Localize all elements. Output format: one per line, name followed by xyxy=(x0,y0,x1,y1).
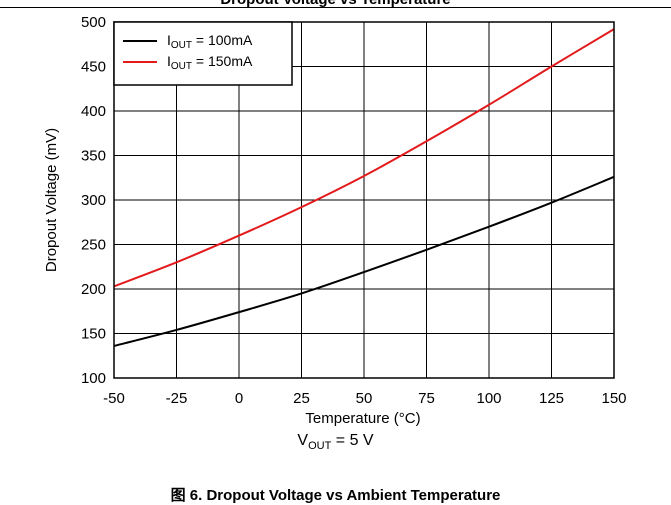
x-tick-label: 0 xyxy=(235,390,243,407)
y-tick-label: 200 xyxy=(81,281,106,298)
y-tick-label: 250 xyxy=(81,237,106,254)
legend-label-150ma-sub: OUT xyxy=(171,61,192,72)
x-tick-label: 125 xyxy=(539,390,564,407)
x-tick-label: 150 xyxy=(601,390,626,407)
title-rule xyxy=(0,7,671,8)
x-tick-label: -25 xyxy=(166,390,188,407)
x-axis-title: Temperature (°C) xyxy=(305,410,420,427)
legend-label-100ma-sub: OUT xyxy=(171,40,192,51)
legend-label-100ma: IOUT = 100mA xyxy=(167,32,253,51)
plot-frame xyxy=(113,21,615,379)
y-tick-label: 150 xyxy=(81,326,106,343)
x-tick-label: 75 xyxy=(418,390,435,407)
legend: IOUT = 100mA IOUT = 150mA xyxy=(113,21,293,86)
series-layer xyxy=(113,28,615,347)
condition-main: V xyxy=(297,432,309,449)
x-tick-label: 25 xyxy=(293,390,310,407)
y-tick-label: 300 xyxy=(81,192,106,209)
legend-label-150ma: IOUT = 150mA xyxy=(167,53,253,72)
legend-label-100ma-rest: = 100mA xyxy=(192,32,253,48)
y-tick-label: 350 xyxy=(81,148,106,165)
x-tick-label: 50 xyxy=(356,390,373,407)
legend-label-150ma-rest: = 150mA xyxy=(192,53,253,69)
legend-label-150ma-main: I xyxy=(167,53,171,69)
y-axis-title: Dropout Voltage (mV) xyxy=(43,128,60,272)
figure-caption: 图 6. Dropout Voltage vs Ambient Temperat… xyxy=(170,487,501,504)
tick-labels: -50 -25 0 25 50 75 100 125 150 100 150 200 250 300 350… xyxy=(81,14,627,407)
condition-rest: = 5 V xyxy=(331,432,374,449)
y-tick-label: 500 xyxy=(81,14,106,31)
y-tick-label: 400 xyxy=(81,103,106,120)
condition-sub: OUT xyxy=(308,440,332,453)
y-tick-label: 450 xyxy=(81,59,106,76)
legend-label-100ma-main: I xyxy=(167,32,171,48)
dropout-voltage-chart: -50 -25 0 25 50 75 100 125 150 100 150 200 250 300 350… xyxy=(43,14,627,427)
y-tick-label: 100 xyxy=(81,370,106,387)
legend-box xyxy=(113,21,293,86)
series-line-100ma xyxy=(113,175,615,347)
test-condition: VOUT = 5 V xyxy=(0,432,671,452)
x-tick-label: 100 xyxy=(476,390,501,407)
chart-title: Dropout Voltage vs Temperature xyxy=(0,0,671,8)
series-line-150ma xyxy=(113,28,615,288)
x-tick-label: -50 xyxy=(103,390,125,407)
